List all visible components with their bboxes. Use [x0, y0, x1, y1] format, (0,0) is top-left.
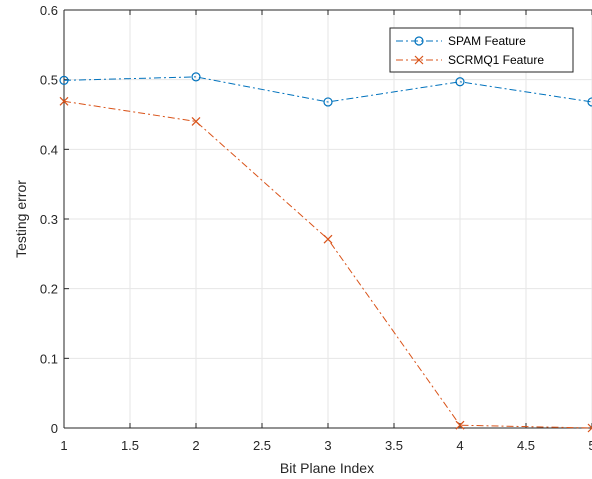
x-tick-label: 5 — [588, 438, 592, 453]
y-tick-label: 0.2 — [40, 282, 58, 297]
x-tick-label: 3.5 — [385, 438, 403, 453]
y-tick-label: 0.1 — [40, 351, 58, 366]
x-tick-label: 1 — [60, 438, 67, 453]
series-layer — [60, 73, 592, 432]
y-axis-label: Testing error — [13, 180, 29, 258]
series-2 — [60, 97, 592, 432]
y-tick-label: 0.6 — [40, 3, 58, 18]
legend-label: SPAM Feature — [448, 34, 526, 48]
x-tick-label: 2.5 — [253, 438, 271, 453]
series-1 — [60, 73, 592, 106]
x-axis-ticks: 1 1.5 2 2.5 3 3.5 4 4.5 5 — [60, 10, 592, 453]
legend: SPAM Feature SCRMQ1 Feature — [390, 28, 573, 72]
y-tick-label: 0 — [51, 421, 58, 436]
x-tick-label: 4 — [456, 438, 463, 453]
x-tick-label: 2 — [192, 438, 199, 453]
y-axis-ticks: 0 0.1 0.2 0.3 0.4 0.5 0.6 — [40, 3, 69, 436]
legend-label: SCRMQ1 Feature — [448, 53, 544, 67]
x-tick-label: 1.5 — [121, 438, 139, 453]
y-tick-label: 0.3 — [40, 212, 58, 227]
x-tick-label: 3 — [324, 438, 331, 453]
y-tick-label: 0.4 — [40, 142, 58, 157]
x-tick-label: 4.5 — [517, 438, 535, 453]
y-tick-label: 0.5 — [40, 73, 58, 88]
grid-lines — [64, 10, 592, 428]
x-axis-label: Bit Plane Index — [280, 460, 374, 476]
